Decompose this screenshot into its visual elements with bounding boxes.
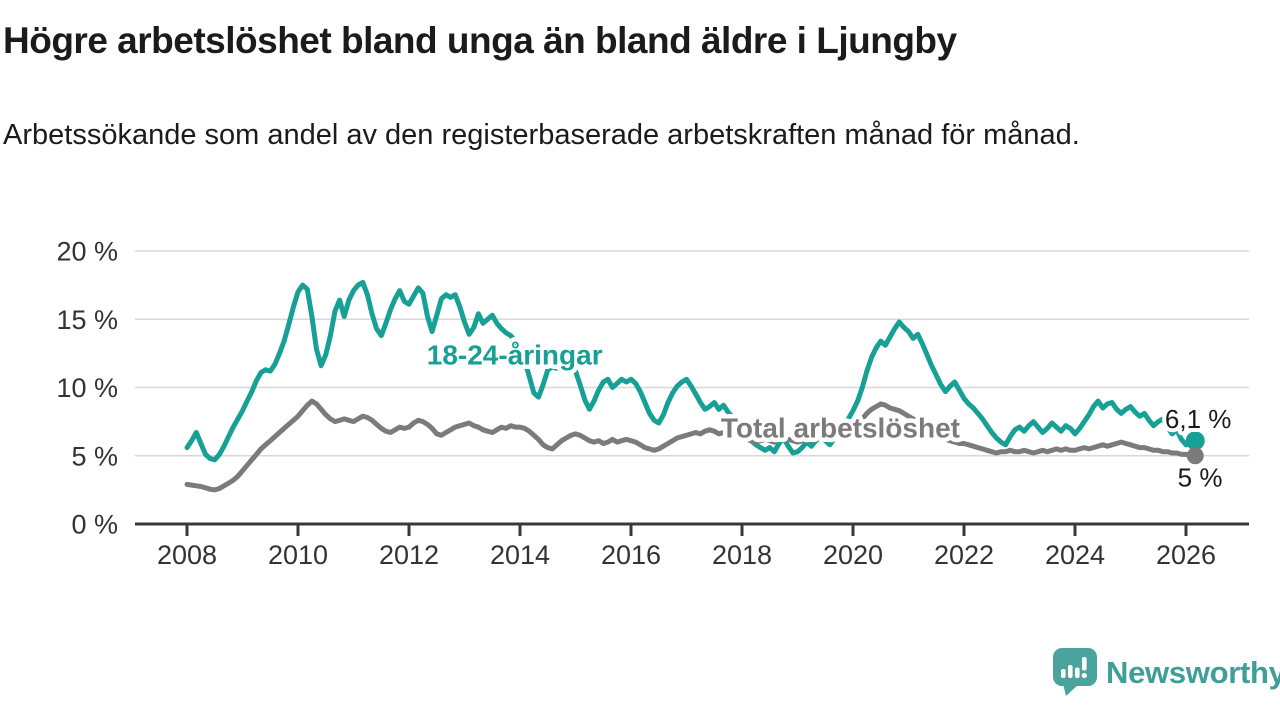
y-tick-label: 0 %	[71, 510, 118, 540]
y-tick-label: 20 %	[56, 237, 118, 267]
series-label-youth: 18-24-åringar	[427, 339, 603, 370]
x-tick-label: 2012	[379, 540, 439, 570]
x-tick-label: 2022	[934, 540, 994, 570]
chart-subtitle: Arbetssökande som andel av den registerb…	[3, 119, 1080, 151]
newsworthy-wordmark: Newsworthy	[1106, 654, 1280, 690]
y-tick-label: 10 %	[56, 373, 118, 403]
y-tick-label: 15 %	[56, 305, 118, 335]
newsworthy-logo: Newsworthy	[1053, 648, 1280, 697]
x-tick-label: 2010	[268, 540, 328, 570]
x-tick-label: 2008	[157, 540, 217, 570]
series-end-dot-youth	[1185, 431, 1205, 451]
series-line-youth	[184, 279, 1198, 463]
x-tick-label: 2018	[712, 540, 772, 570]
y-tick-label: 5 %	[71, 441, 118, 471]
bar-chart-glyph	[1061, 657, 1087, 679]
x-tick-label: 2016	[601, 540, 661, 570]
series-end-value-youth: 6,1 %	[1165, 404, 1232, 434]
series-label-total: Total arbetslöshet	[721, 412, 960, 443]
series-end-value-total: 5 %	[1178, 462, 1223, 492]
newsworthy-logo-icon	[1053, 648, 1097, 696]
x-tick-label: 2014	[490, 540, 550, 570]
chart-title: Högre arbetslöshet bland unga än bland ä…	[3, 20, 957, 61]
series-end-dot-total	[1186, 447, 1204, 465]
series-line-total	[184, 398, 1198, 493]
x-tick-label: 2020	[823, 540, 883, 570]
x-tick-label: 2024	[1045, 540, 1105, 570]
x-tick-label: 2026	[1156, 540, 1216, 570]
